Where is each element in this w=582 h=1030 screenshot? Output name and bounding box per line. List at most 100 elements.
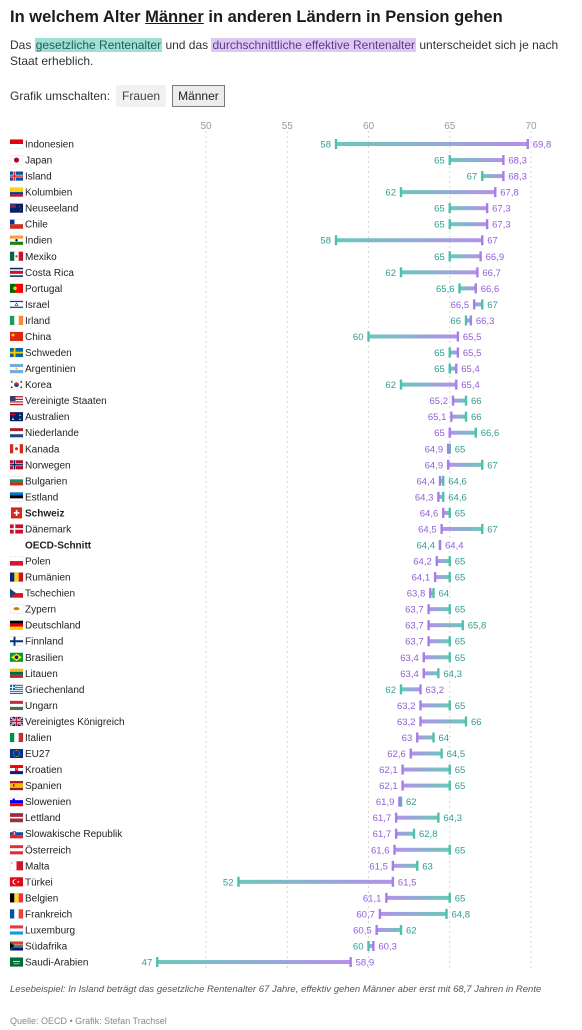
flag-part bbox=[10, 845, 23, 849]
flag-part bbox=[10, 270, 23, 274]
effective-marker bbox=[448, 427, 451, 438]
flag-part bbox=[10, 690, 23, 692]
effective-value-label: 66,9 bbox=[486, 252, 505, 263]
effective-value-label: 63,7 bbox=[405, 637, 424, 648]
legal-marker bbox=[448, 443, 451, 454]
country-row: Türkei 52 61,5 bbox=[9, 876, 416, 888]
flag-hungary-icon bbox=[9, 700, 24, 711]
effective-value-label: 64,9 bbox=[425, 444, 444, 455]
flag-border bbox=[9, 716, 24, 727]
x-tick-label: 60 bbox=[363, 121, 375, 132]
flag-luxembourg-icon bbox=[9, 925, 24, 935]
effective-value-label: 68,3 bbox=[508, 172, 527, 183]
legal-marker bbox=[334, 235, 338, 246]
effective-marker bbox=[419, 700, 422, 711]
range-bar bbox=[449, 222, 488, 227]
legal-marker bbox=[399, 379, 403, 390]
reading-example: Lesebeispiel: In Island beträgt das gese… bbox=[10, 984, 542, 995]
flag-part bbox=[10, 925, 23, 929]
range-bar bbox=[428, 607, 450, 612]
flag-border bbox=[9, 427, 24, 438]
range-bar bbox=[448, 462, 483, 467]
legal-marker bbox=[448, 363, 451, 374]
country-label: Deutschland bbox=[25, 621, 81, 632]
legal-value-label: 62,8 bbox=[419, 829, 438, 840]
flag-part bbox=[10, 851, 23, 855]
effective-marker bbox=[401, 780, 404, 791]
legal-value-label: 60 bbox=[353, 942, 364, 953]
flag-part bbox=[12, 418, 14, 421]
toggle-maenner-button[interactable]: Männer bbox=[172, 85, 225, 107]
flag-part bbox=[15, 716, 18, 726]
country-row: Ungarn 65 63,2 bbox=[9, 700, 465, 712]
country-label: Japan bbox=[25, 156, 52, 167]
flag-part bbox=[10, 235, 23, 239]
effective-value-label: 61,5 bbox=[369, 861, 388, 872]
effective-marker bbox=[502, 171, 505, 182]
flag-part bbox=[10, 749, 23, 759]
flag-bulgaria-icon bbox=[9, 476, 24, 486]
effective-marker bbox=[375, 924, 378, 935]
effective-value-label: 64,9 bbox=[425, 460, 444, 471]
effective-marker bbox=[394, 828, 398, 839]
country-label: Australien bbox=[25, 412, 69, 423]
flag-part bbox=[13, 512, 20, 514]
country-row: Niederlande 66,6 65 bbox=[9, 427, 499, 439]
country-row: Schweiz 65 64,6 bbox=[9, 507, 466, 519]
toggle-frauen-button[interactable]: Frauen bbox=[116, 85, 167, 107]
country-row: Lettland 64,3 61,7 bbox=[9, 812, 462, 824]
effective-marker bbox=[446, 459, 450, 470]
effective-marker bbox=[427, 604, 430, 615]
flag-part bbox=[10, 593, 23, 598]
flag-lithuania-icon bbox=[9, 668, 24, 679]
flag-part bbox=[10, 144, 23, 149]
subtitle-text: und das bbox=[162, 38, 212, 52]
country-label: Vereinigte Staaten bbox=[25, 396, 107, 407]
range-bar bbox=[396, 831, 414, 836]
flag-part bbox=[19, 444, 23, 454]
flag-chile-icon bbox=[9, 219, 24, 229]
legal-value-label: 65 bbox=[455, 653, 466, 664]
effective-value-label: 62,6 bbox=[387, 749, 406, 760]
effective-value-label: 67,3 bbox=[492, 220, 511, 231]
effective-value-label: 68,3 bbox=[508, 156, 527, 167]
legal-value-label: 65 bbox=[455, 637, 466, 648]
flag-part bbox=[13, 753, 14, 754]
flag-border bbox=[9, 187, 24, 197]
legal-marker bbox=[448, 219, 451, 230]
range-bar bbox=[420, 719, 466, 724]
legal-marker bbox=[156, 957, 159, 968]
effective-value-label: 62,1 bbox=[379, 765, 398, 776]
flag-part bbox=[10, 398, 23, 401]
country-label: Litauen bbox=[25, 669, 58, 680]
flag-part bbox=[14, 655, 19, 660]
flag-part bbox=[19, 753, 20, 754]
legal-value-label: 65 bbox=[455, 508, 466, 519]
legend-legal: gesetzliche Rentenalter bbox=[34, 38, 163, 52]
flag-part bbox=[17, 750, 19, 752]
effective-value-label: 65,1 bbox=[428, 412, 447, 423]
range-bar bbox=[430, 591, 434, 596]
flag-part bbox=[10, 224, 23, 229]
country-label: Schweiz bbox=[25, 508, 64, 519]
country-row: Finnland 65 63,7 bbox=[9, 636, 466, 648]
flag-border bbox=[9, 508, 24, 518]
country-label: Slowenien bbox=[25, 797, 71, 808]
flag-part bbox=[10, 588, 16, 598]
country-label: Indien bbox=[25, 236, 52, 247]
flag-part bbox=[10, 306, 23, 308]
range-bar bbox=[436, 559, 450, 564]
legal-value-label: 64,6 bbox=[448, 476, 467, 487]
flag-part bbox=[18, 315, 24, 325]
country-row: Slowenien 62 61,9 bbox=[9, 796, 417, 808]
effective-value-label: 61,7 bbox=[373, 829, 392, 840]
flag-part bbox=[10, 803, 23, 807]
flag-part bbox=[10, 800, 23, 804]
flag-part bbox=[10, 396, 16, 402]
legal-value-label: 65 bbox=[455, 893, 466, 904]
effective-value-label: 65,5 bbox=[463, 332, 482, 343]
legal-marker bbox=[481, 523, 484, 534]
range-bar bbox=[449, 430, 476, 435]
effective-marker bbox=[481, 235, 484, 246]
effective-marker bbox=[456, 331, 460, 342]
